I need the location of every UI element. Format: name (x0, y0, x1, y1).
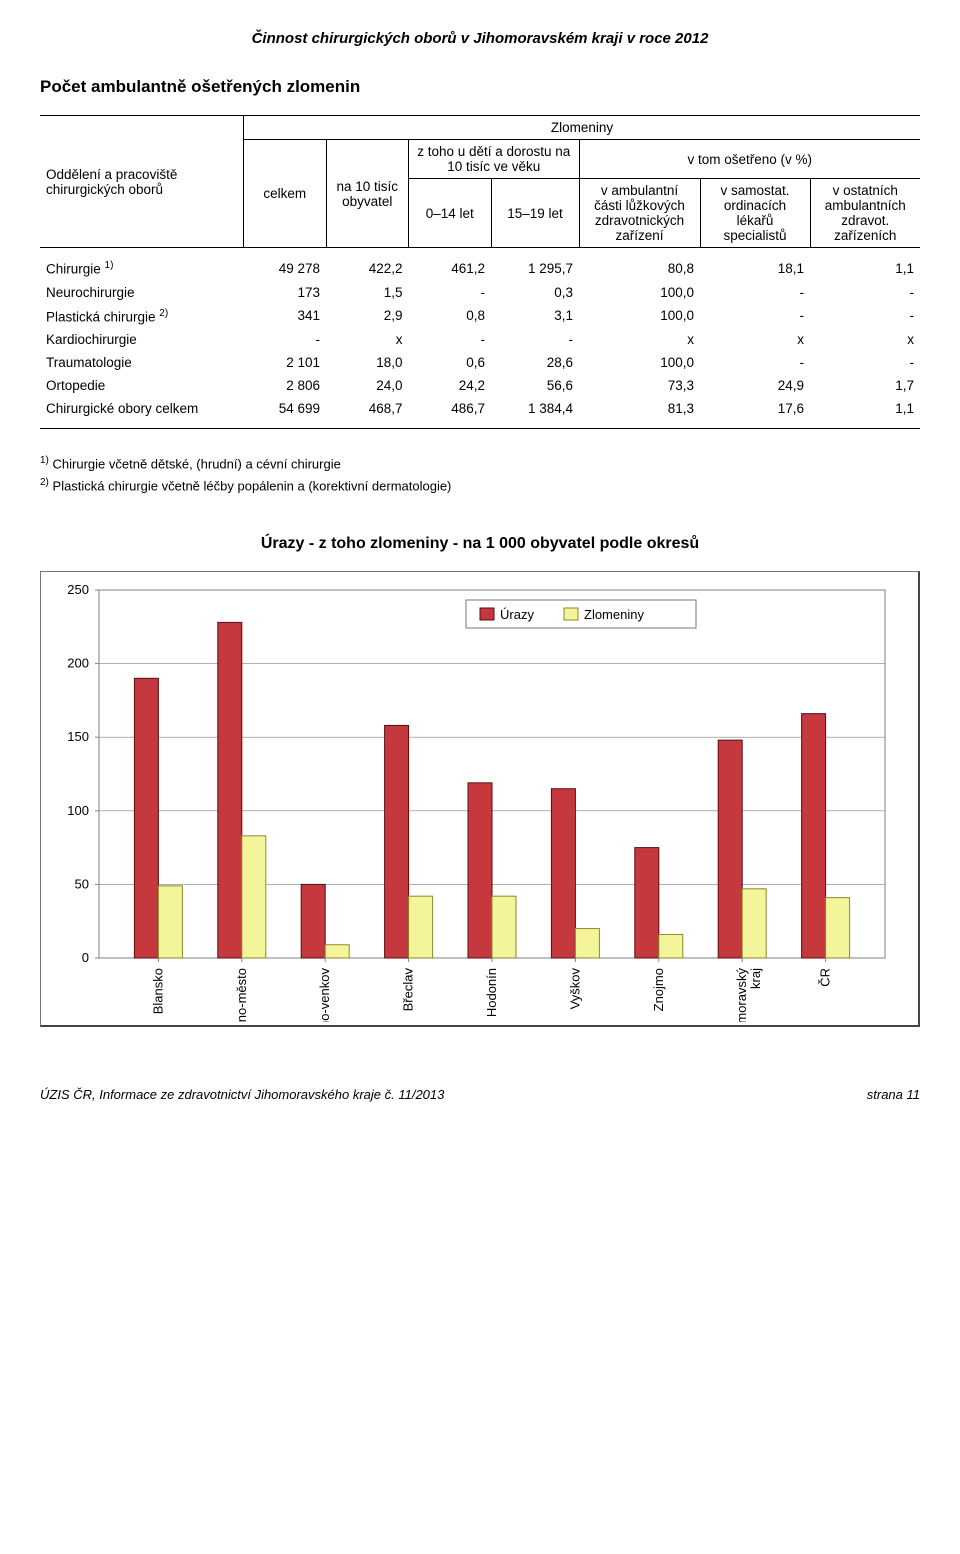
col-head-left: Oddělení a pracoviště chirurgických obor… (40, 116, 244, 248)
svg-text:Hodonín: Hodonín (484, 968, 499, 1017)
svg-text:ČR: ČR (818, 968, 833, 987)
row-label: Kardiochirurgie (40, 328, 244, 351)
col-na: na 10 tisíc obyvatel (326, 140, 409, 248)
cell: 17,6 (700, 397, 810, 429)
cell: 0,6 (409, 351, 492, 374)
svg-text:Vyškov: Vyškov (567, 968, 582, 1010)
cell: - (810, 351, 920, 374)
cell: 100,0 (579, 281, 700, 304)
cell: - (244, 328, 327, 351)
footer-left: ÚZIS ČR, Informace ze zdravotnictví Jiho… (40, 1087, 444, 1102)
cell: 18,1 (700, 248, 810, 281)
svg-text:Jihomoravský: Jihomoravský (734, 968, 749, 1022)
cell: 173 (244, 281, 327, 304)
col-sam: v samostat. ordinacích lékařů specialist… (700, 179, 810, 248)
svg-text:kraj: kraj (748, 968, 763, 989)
cell: - (810, 304, 920, 329)
cell: 1,5 (326, 281, 409, 304)
cell: 2 806 (244, 374, 327, 397)
cell: 341 (244, 304, 327, 329)
svg-text:0: 0 (82, 950, 89, 965)
svg-text:50: 50 (75, 877, 89, 892)
data-table: Oddělení a pracoviště chirurgických obor… (40, 115, 920, 429)
cell: - (700, 351, 810, 374)
col-vtom: v tom ošetřeno (v %) (579, 140, 920, 179)
cell: 24,9 (700, 374, 810, 397)
col-amb: v ambulantní části lůžkových zdravotnick… (579, 179, 700, 248)
cell: 3,1 (491, 304, 579, 329)
cell: 468,7 (326, 397, 409, 429)
cell: x (326, 328, 409, 351)
page-header: Činnost chirurgických oborů v Jihomoravs… (40, 30, 920, 47)
cell: 24,0 (326, 374, 409, 397)
svg-text:250: 250 (67, 582, 89, 597)
cell: 24,2 (409, 374, 492, 397)
cell: 2 101 (244, 351, 327, 374)
page-footer: ÚZIS ČR, Informace ze zdravotnictví Jiho… (40, 1087, 920, 1102)
cell: - (810, 281, 920, 304)
svg-text:Blansko: Blansko (150, 968, 165, 1014)
cell: x (810, 328, 920, 351)
cell: 49 278 (244, 248, 327, 281)
table-title: Počet ambulantně ošetřených zlomenin (40, 77, 920, 97)
svg-text:Znojmo: Znojmo (651, 968, 666, 1011)
svg-text:100: 100 (67, 803, 89, 818)
cell: - (700, 281, 810, 304)
chart-frame: 0 50 100 150 200 250 Blansko Brno-město Brno-ven… (40, 571, 920, 1027)
bar-chart: 0 50 100 150 200 250 Blansko Brno-město Brno-ven… (41, 572, 911, 1022)
svg-text:Brno-venkov: Brno-venkov (317, 968, 332, 1022)
svg-text:Zlomeniny: Zlomeniny (584, 607, 644, 622)
cell: - (409, 328, 492, 351)
footer-right: strana 11 (867, 1087, 920, 1102)
cell: 422,2 (326, 248, 409, 281)
svg-text:200: 200 (67, 656, 89, 671)
svg-text:Břeclav: Břeclav (401, 968, 416, 1012)
cell: 1 295,7 (491, 248, 579, 281)
cell: 0,8 (409, 304, 492, 329)
col-head-group: Zlomeniny (244, 116, 921, 140)
row-label: Neurochirurgie (40, 281, 244, 304)
cell: - (409, 281, 492, 304)
cell: 18,0 (326, 351, 409, 374)
cell: 80,8 (579, 248, 700, 281)
row-label: Chirurgické obory celkem (40, 397, 244, 429)
chart-title: Úrazy - z toho zlomeniny - na 1 000 obyv… (40, 535, 920, 553)
cell: 28,6 (491, 351, 579, 374)
cell: 2,9 (326, 304, 409, 329)
footnotes: 1) Chirurgie včetně dětské, (hrudní) a c… (40, 453, 920, 497)
svg-text:Úrazy: Úrazy (500, 607, 534, 622)
cell: 54 699 (244, 397, 327, 429)
svg-text:150: 150 (67, 729, 89, 744)
row-label: Chirurgie 1) (40, 248, 244, 281)
cell: 73,3 (579, 374, 700, 397)
cell: 461,2 (409, 248, 492, 281)
cell: 486,7 (409, 397, 492, 429)
cell: - (700, 304, 810, 329)
col-celkem: celkem (244, 140, 327, 248)
row-label: Plastická chirurgie 2) (40, 304, 244, 329)
col-ztoho: z toho u dětí a dorostu na 10 tisíc ve v… (409, 140, 580, 179)
svg-text:Brno-město: Brno-město (234, 968, 249, 1022)
cell: 1,1 (810, 397, 920, 429)
cell: x (700, 328, 810, 351)
cell: 100,0 (579, 351, 700, 374)
col-ost: v ostatních ambulantních zdravot. zaříze… (810, 179, 920, 248)
row-label: Traumatologie (40, 351, 244, 374)
cell: 56,6 (491, 374, 579, 397)
cell: 1,1 (810, 248, 920, 281)
cell: 81,3 (579, 397, 700, 429)
row-label: Ortopedie (40, 374, 244, 397)
cell: - (491, 328, 579, 351)
cell: 0,3 (491, 281, 579, 304)
cell: 1,7 (810, 374, 920, 397)
cell: 1 384,4 (491, 397, 579, 429)
cell: x (579, 328, 700, 351)
cell: 100,0 (579, 304, 700, 329)
col-014: 0–14 let (409, 179, 492, 248)
col-1519: 15–19 let (491, 179, 579, 248)
